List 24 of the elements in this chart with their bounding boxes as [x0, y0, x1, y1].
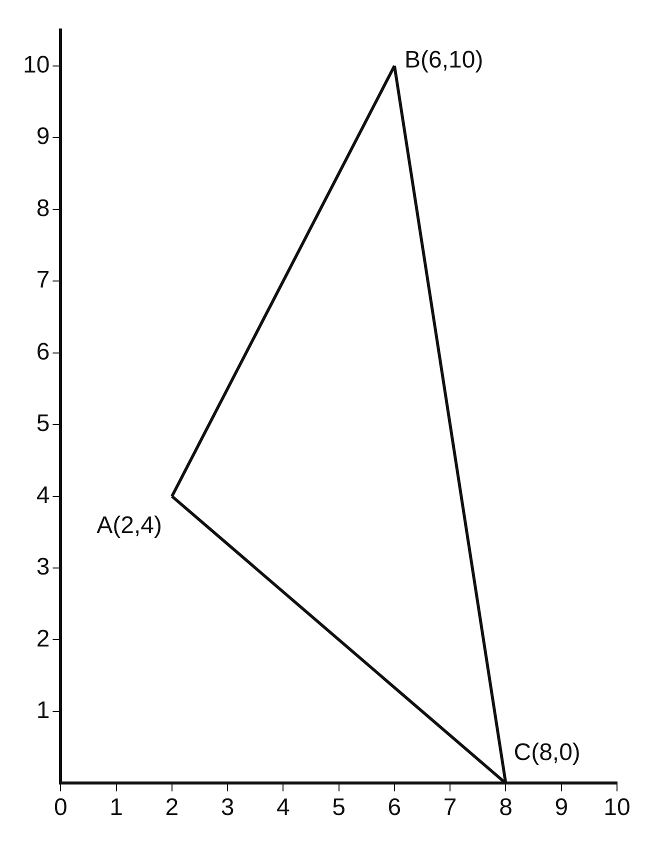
y-tick-label: 2	[36, 625, 50, 652]
annotation: B(6,10)	[404, 46, 484, 74]
x-tick-label: 7	[443, 794, 457, 822]
annotation: C(8,0)	[514, 738, 580, 766]
y-tick-label: 10	[22, 51, 50, 78]
y-tick-label: 5	[36, 410, 50, 438]
x-tick-label: 9	[554, 794, 568, 822]
x-tick-label: 10	[604, 794, 630, 822]
y-tick-label: 9	[36, 123, 50, 150]
x-tick-label: 6	[388, 794, 402, 822]
y-tick-label: 3	[36, 554, 50, 581]
x-tick-label: 3	[220, 794, 234, 822]
y-tick-label: 4	[36, 482, 50, 509]
x-tick-label: 1	[110, 794, 124, 822]
x-tick-label: 0	[54, 794, 68, 822]
y-tick-label: 7	[36, 266, 50, 294]
y-tick-label: 8	[36, 194, 50, 222]
x-tick-label: 2	[165, 794, 179, 822]
x-tick-label: 4	[276, 794, 290, 822]
x-tick-label: 8	[499, 794, 512, 822]
y-tick-label: 1	[36, 697, 50, 724]
y-tick-label: 6	[36, 338, 50, 366]
x-tick-label: 5	[332, 794, 346, 822]
annotation: A(2,4)	[96, 512, 162, 539]
